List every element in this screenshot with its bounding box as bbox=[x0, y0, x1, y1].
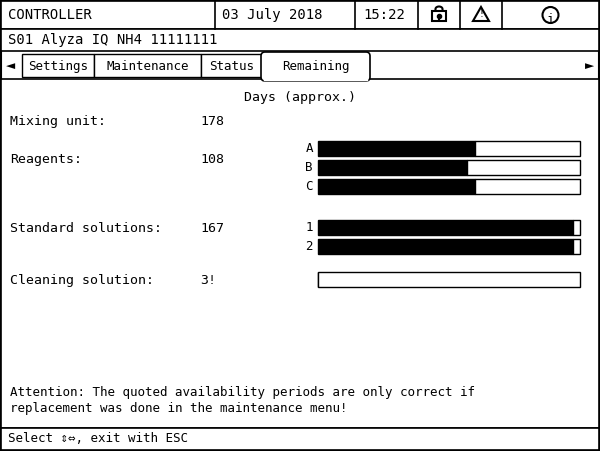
Text: i: i bbox=[547, 13, 554, 26]
Text: S01 Alyza IQ NH4 11111111: S01 Alyza IQ NH4 11111111 bbox=[8, 33, 217, 47]
Text: Mixing unit:: Mixing unit: bbox=[10, 115, 106, 128]
Text: Attention: The quoted availability periods are only correct if: Attention: The quoted availability perio… bbox=[10, 386, 475, 399]
Text: 1: 1 bbox=[305, 221, 313, 234]
Text: !: ! bbox=[478, 9, 484, 19]
Bar bbox=[467, 160, 580, 175]
Text: 03 July 2018: 03 July 2018 bbox=[222, 8, 323, 22]
Text: 108: 108 bbox=[200, 153, 224, 166]
Text: 167: 167 bbox=[200, 222, 224, 235]
Text: Standard solutions:: Standard solutions: bbox=[10, 222, 162, 235]
Text: 2: 2 bbox=[305, 240, 313, 253]
Text: Status: Status bbox=[209, 60, 254, 73]
Bar bbox=[1, 1, 599, 29]
Bar bbox=[432, 11, 446, 21]
Text: Select ⇕⇔, exit with ESC: Select ⇕⇔, exit with ESC bbox=[8, 433, 188, 446]
Bar bbox=[1, 428, 599, 450]
Bar bbox=[318, 141, 475, 156]
Bar bbox=[94, 54, 201, 77]
Bar bbox=[318, 179, 475, 194]
Bar bbox=[1, 29, 599, 51]
Bar bbox=[475, 179, 580, 194]
Bar bbox=[318, 272, 580, 287]
Text: replacement was done in the maintenance menu!: replacement was done in the maintenance … bbox=[10, 402, 347, 415]
Text: CONTROLLER: CONTROLLER bbox=[8, 8, 92, 22]
Text: Days (approx.): Days (approx.) bbox=[244, 91, 356, 104]
Bar bbox=[318, 160, 467, 175]
Bar bbox=[22, 54, 94, 77]
Bar bbox=[318, 220, 574, 235]
Text: Remaining: Remaining bbox=[282, 60, 349, 73]
Bar bbox=[475, 141, 580, 156]
FancyBboxPatch shape bbox=[261, 52, 370, 81]
Text: B: B bbox=[305, 161, 313, 174]
Text: Cleaning solution:: Cleaning solution: bbox=[10, 274, 154, 287]
Text: ◄: ◄ bbox=[6, 57, 15, 73]
Text: Settings: Settings bbox=[28, 60, 88, 73]
Text: 178: 178 bbox=[200, 115, 224, 128]
Bar bbox=[201, 54, 263, 77]
Bar bbox=[1, 79, 599, 428]
Text: Maintenance: Maintenance bbox=[106, 60, 189, 73]
Text: 15:22: 15:22 bbox=[363, 8, 405, 22]
Text: ►: ► bbox=[585, 57, 594, 73]
Bar bbox=[574, 239, 580, 254]
Text: C: C bbox=[305, 180, 313, 193]
Bar bbox=[574, 220, 580, 235]
Text: A: A bbox=[305, 142, 313, 155]
Bar bbox=[318, 239, 574, 254]
Text: Reagents:: Reagents: bbox=[10, 153, 82, 166]
Text: 3!: 3! bbox=[200, 274, 216, 287]
